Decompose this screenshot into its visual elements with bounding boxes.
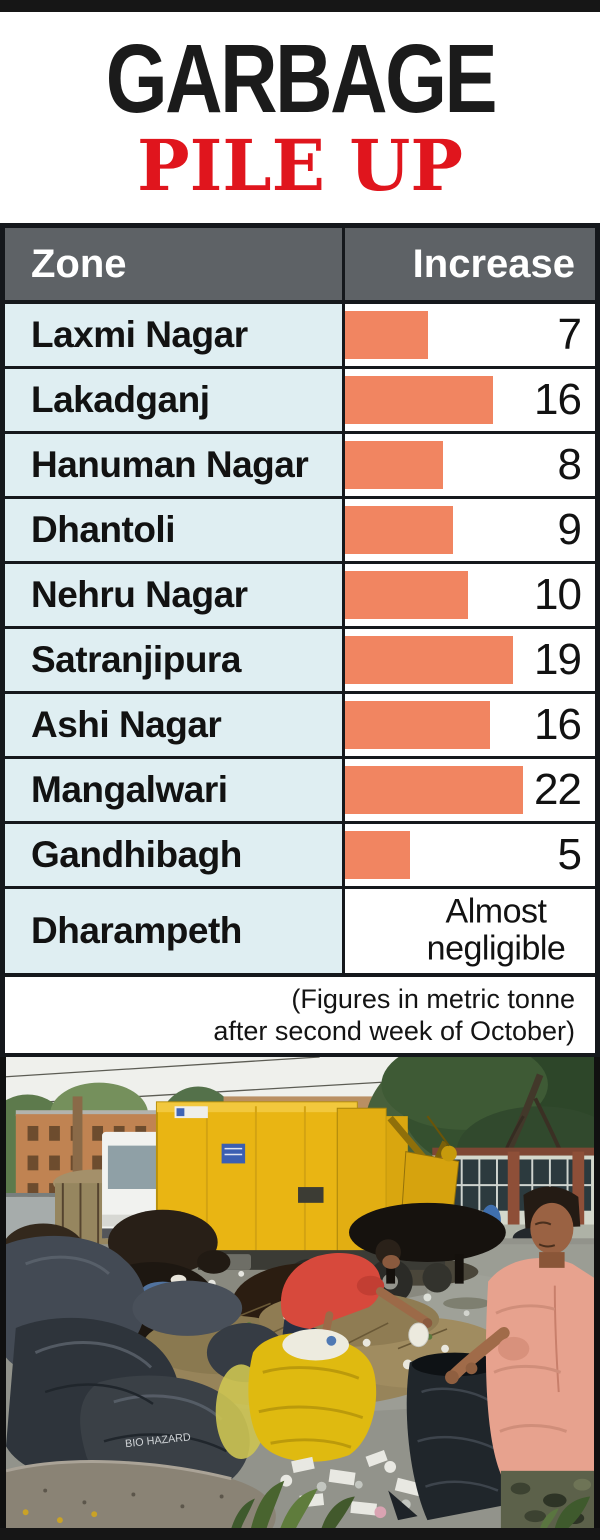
increase-bar <box>345 311 428 359</box>
increase-bar <box>345 376 493 424</box>
increase-bar <box>345 571 468 619</box>
increase-cell: 16 <box>345 369 595 431</box>
increase-value: 7 <box>557 310 583 359</box>
zone-name: Dharampeth <box>5 889 345 973</box>
increase-value: 16 <box>534 375 582 424</box>
photo-white-cup <box>408 1322 429 1348</box>
increase-value: 5 <box>557 830 583 879</box>
increase-value: Almost negligible <box>426 892 566 968</box>
zone-name: Hanuman Nagar <box>5 434 345 496</box>
photo-yellow-bag <box>215 1328 377 1462</box>
increase-bar <box>345 831 410 879</box>
increase-bar <box>345 701 490 749</box>
table-row: Laxmi Nagar 7 <box>5 304 595 366</box>
footnote-line-2: after second week of October) <box>213 1016 575 1046</box>
zone-name: Satranjipura <box>5 629 345 691</box>
table-row: Lakadganj 16 <box>5 366 595 431</box>
increase-value: 8 <box>557 440 583 489</box>
zone-name: Mangalwari <box>5 759 345 821</box>
table-row: Gandhibagh 5 <box>5 821 595 886</box>
photo-truck-sticker <box>221 1143 246 1164</box>
increase-cell: 9 <box>345 499 595 561</box>
increase-value: 16 <box>534 700 582 749</box>
increase-value: 10 <box>534 570 582 619</box>
zone-name: Laxmi Nagar <box>5 304 345 366</box>
column-header-increase: Increase <box>412 241 575 286</box>
table-row: Mangalwari 22 <box>5 756 595 821</box>
bottom-black-bar <box>0 1528 600 1540</box>
increase-cell: 7 <box>345 304 595 366</box>
increase-cell: 10 <box>345 564 595 626</box>
increase-cell: 5 <box>345 824 595 886</box>
photo-scene: BIO HAZARD <box>6 1057 594 1528</box>
footnote-line-1: (Figures in metric tonne <box>291 983 575 1014</box>
photo-plants <box>231 1480 591 1528</box>
zone-name: Nehru Nagar <box>5 564 345 626</box>
increase-cell: Almost negligible <box>345 889 595 973</box>
page-subtitle: PILE UP <box>136 124 463 208</box>
table-header-row: Zone Increase <box>5 228 595 304</box>
zone-name: Gandhibagh <box>5 824 345 886</box>
photo-rock <box>6 1460 276 1528</box>
increase-bar <box>345 636 513 684</box>
page-title: GARBAGE <box>105 23 497 133</box>
increase-bar <box>345 506 453 554</box>
increase-bar <box>345 441 443 489</box>
increase-cell: 19 <box>345 629 595 691</box>
increase-value: 22 <box>534 765 582 814</box>
table-row: Satranjipura 19 <box>5 626 595 691</box>
increase-value: 9 <box>557 505 583 554</box>
table-row: Nehru Nagar 10 <box>5 561 595 626</box>
table-row: Hanuman Nagar 8 <box>5 431 595 496</box>
data-table: Zone Increase Laxmi Nagar 7 Lakadganj 16… <box>0 223 600 1057</box>
table-row: Ashi Nagar 16 <box>5 691 595 756</box>
table-row: Dharampeth Almost negligible <box>5 886 595 973</box>
zone-name: Dhantoli <box>5 499 345 561</box>
table-body: Laxmi Nagar 7 Lakadganj 16 Hanuman Nagar… <box>5 304 595 973</box>
column-header-zone: Zone <box>5 228 345 300</box>
increase-value: 19 <box>534 635 582 684</box>
increase-cell: 16 <box>345 694 595 756</box>
footnote: (Figures in metric tonne after second we… <box>5 973 595 1053</box>
title-block: GARBAGE PILE UP <box>0 12 600 223</box>
zone-name: Lakadganj <box>5 369 345 431</box>
top-black-bar <box>0 0 600 12</box>
increase-bar <box>345 766 523 814</box>
table-row: Dhantoli 9 <box>5 496 595 561</box>
garbage-photo: BIO HAZARD <box>0 1057 600 1528</box>
zone-name: Ashi Nagar <box>5 694 345 756</box>
photo-black-bags: BIO HAZARD <box>6 1235 286 1500</box>
increase-cell: 22 <box>345 759 595 821</box>
increase-cell: 8 <box>345 434 595 496</box>
